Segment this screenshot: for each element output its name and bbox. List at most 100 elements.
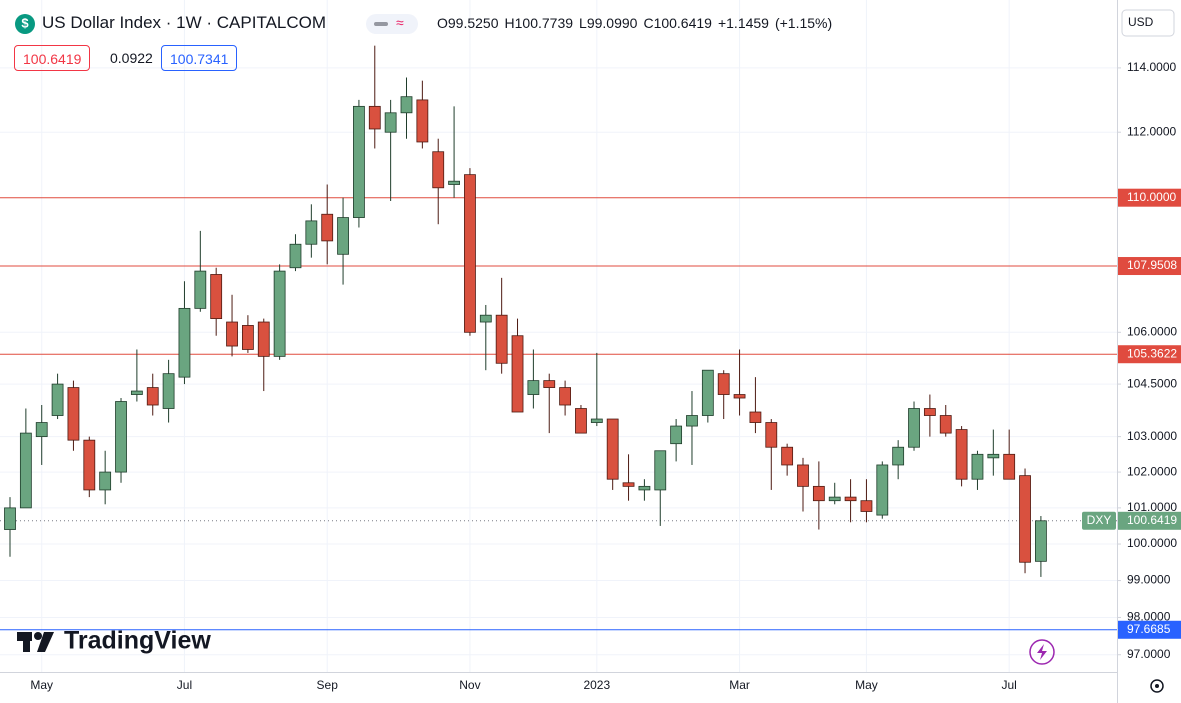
alert-icon[interactable] <box>1029 639 1055 665</box>
candle-body <box>828 496 841 502</box>
ticker-label-bg <box>1082 511 1116 530</box>
ohlc-item: O99.5250 <box>437 15 499 31</box>
level-label-bg <box>1118 620 1181 639</box>
candle-body <box>400 96 413 114</box>
symbol-icon <box>15 14 35 34</box>
x-tick-label: Sep <box>317 678 339 692</box>
candle-body <box>416 99 429 143</box>
candle-body <box>590 418 603 423</box>
candle-body <box>638 485 651 491</box>
candle-body <box>51 383 64 416</box>
candle-body <box>115 401 127 473</box>
y-tick-label: 112.0000 <box>1127 124 1176 138</box>
candle-body <box>923 408 936 416</box>
candle-body <box>543 380 556 388</box>
candle-body <box>575 408 587 434</box>
ohlc-value: 99.5250 <box>447 15 499 31</box>
y-tick-label: 97.0000 <box>1127 647 1171 661</box>
candle-body <box>162 373 175 409</box>
logo: TradingView <box>17 627 211 655</box>
candle-body <box>273 270 286 357</box>
ohlc-key: O <box>437 15 448 31</box>
candle-body <box>860 500 873 512</box>
candle-body <box>765 422 778 448</box>
candle-body <box>337 217 349 255</box>
candle-body <box>67 387 80 441</box>
candle-body <box>289 243 302 269</box>
y-tick-label: 114.0000 <box>1127 60 1176 74</box>
ohlc-item: L99.0990 <box>579 15 637 31</box>
x-tick-label: 2023 <box>583 678 610 692</box>
candle-body <box>733 394 746 399</box>
candle-body <box>257 321 270 357</box>
level-label-bg <box>1118 345 1181 364</box>
candle-body <box>559 387 571 406</box>
y-tick-label: 104.5000 <box>1127 376 1177 390</box>
y-tick-label: 101.0000 <box>1127 500 1177 514</box>
candle-body <box>955 429 968 480</box>
candle-body <box>479 314 492 323</box>
currency-button[interactable] <box>1121 9 1175 37</box>
candle-body <box>606 418 619 480</box>
ohlc-item: H100.7739 <box>505 15 574 31</box>
level-label-bg <box>1118 257 1181 276</box>
candle-body <box>797 464 809 487</box>
candle-body <box>178 307 191 378</box>
toggle-dash <box>374 22 388 26</box>
change: +1.1459 <box>717 15 769 31</box>
candle-body <box>305 220 318 245</box>
candle-body <box>1003 453 1016 480</box>
candle-body <box>130 390 143 395</box>
candle-body <box>622 482 635 487</box>
change-pct: (+1.15%) <box>774 15 833 31</box>
ohlc-item: C100.6419 <box>643 15 712 31</box>
candle-body <box>670 425 683 445</box>
candle-body <box>654 450 667 491</box>
settings-icon[interactable] <box>1150 679 1164 693</box>
candle-body <box>495 314 508 364</box>
level-label: 105.3622 <box>1127 346 1177 360</box>
candle-body <box>83 439 96 491</box>
currency: USD <box>1128 15 1154 29</box>
ohlc-key: H <box>504 15 515 31</box>
x-tick-label: Nov <box>459 678 480 692</box>
candle-body <box>146 387 159 406</box>
candle-body <box>908 408 920 448</box>
candle-body <box>210 274 223 320</box>
candle-body <box>448 180 460 185</box>
candle-body <box>368 105 381 130</box>
candle-body <box>99 471 112 491</box>
symbol-icon-glyph: $ <box>21 15 29 30</box>
toggle[interactable] <box>366 14 418 34</box>
symbol-title: US Dollar Index · 1W · CAPITALCOM <box>42 13 327 32</box>
ohlc-value: 99.0990 <box>586 15 638 31</box>
candle-body <box>812 485 825 502</box>
ask-box[interactable]: 100.7341 <box>161 45 238 71</box>
candle-body <box>527 380 540 395</box>
spread: 0.0922 <box>110 50 153 66</box>
candle-body <box>194 270 207 309</box>
bid-box[interactable]: 100.6419 <box>14 45 91 71</box>
y-tick-label: 99.0000 <box>1127 573 1171 587</box>
candle-body <box>321 213 334 242</box>
candle-body <box>353 105 365 218</box>
candle-body <box>19 432 32 509</box>
candle-body <box>971 453 984 480</box>
last-price-label-bg <box>1118 511 1181 530</box>
candle-body <box>987 453 1000 459</box>
x-tick-label: May <box>30 678 53 692</box>
ohlc-key: L <box>579 15 587 31</box>
candle-body <box>4 507 16 530</box>
candle-body <box>876 464 889 516</box>
x-tick-label: Jul <box>177 678 192 692</box>
y-tick-label: 100.0000 <box>1127 536 1177 550</box>
y-tick-label: 106.0000 <box>1127 324 1177 338</box>
candle-body <box>226 321 238 347</box>
level-label: 97.6685 <box>1127 622 1171 636</box>
ohlc-key: C <box>643 15 654 31</box>
candle-body <box>432 151 445 189</box>
candle-body <box>384 112 397 133</box>
candle-body <box>892 446 905 466</box>
